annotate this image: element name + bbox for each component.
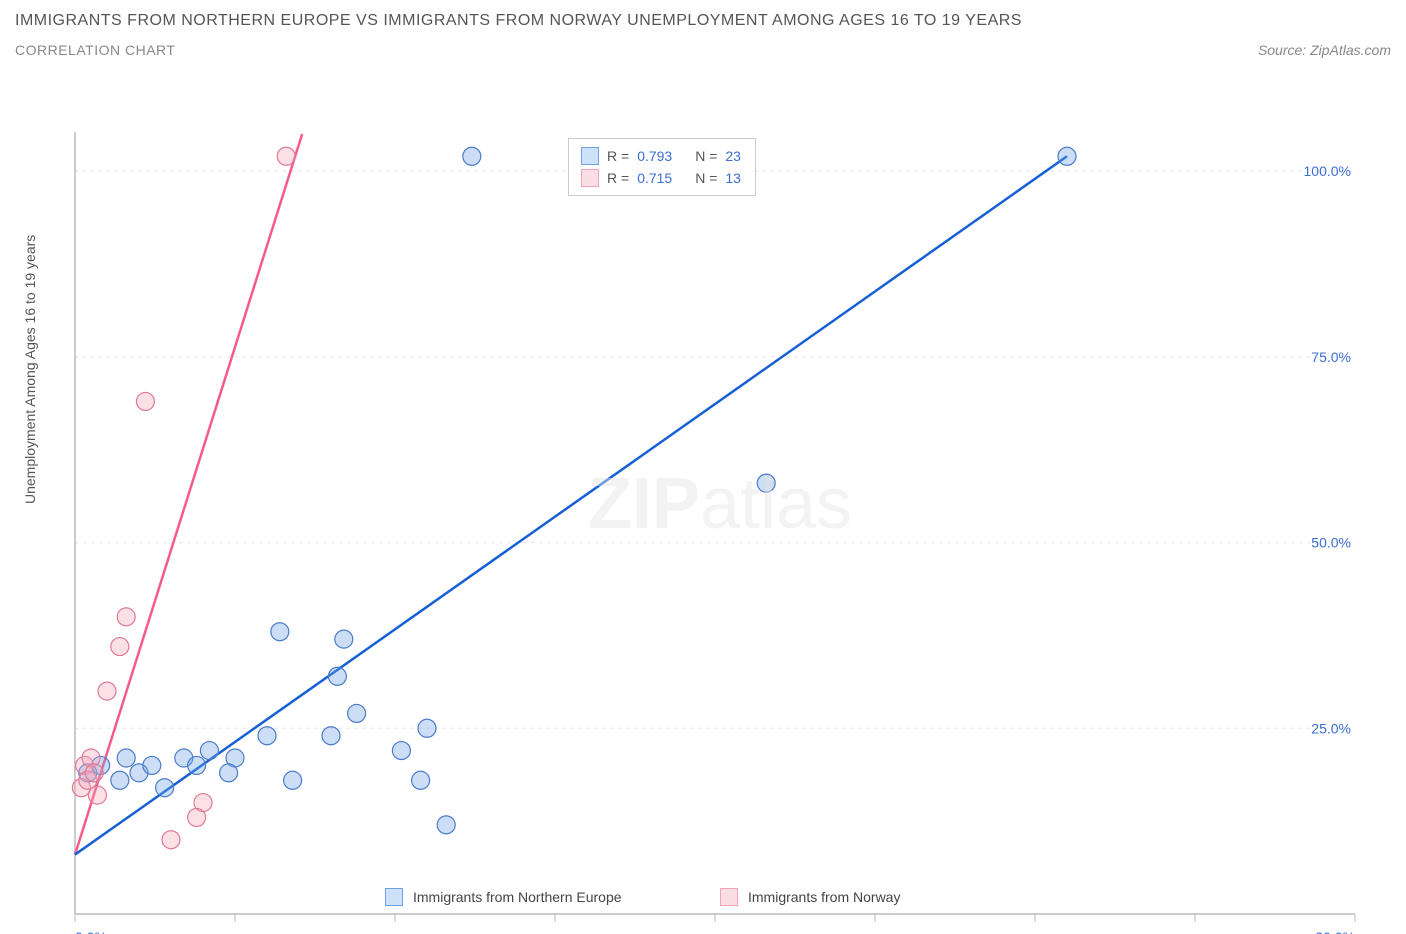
x-legend-label: Immigrants from Northern Europe (413, 889, 622, 905)
y-tick-label: 75.0% (1311, 349, 1351, 365)
data-point (88, 786, 106, 804)
data-point (188, 756, 206, 774)
data-point (143, 756, 161, 774)
legend-row: R =0.715N =13 (581, 167, 741, 189)
data-point (757, 474, 775, 492)
x-legend-item: Immigrants from Northern Europe (385, 888, 622, 906)
data-point (322, 727, 340, 745)
data-point (136, 392, 154, 410)
legend-swatch (385, 888, 403, 906)
legend-swatch (720, 888, 738, 906)
data-point (98, 682, 116, 700)
x-legend-item: Immigrants from Norway (720, 888, 900, 906)
data-point (117, 608, 135, 626)
y-tick-label: 25.0% (1311, 720, 1351, 736)
chart-title: IMMIGRANTS FROM NORTHERN EUROPE VS IMMIG… (15, 12, 1391, 42)
data-point (200, 742, 218, 760)
legend-swatch (581, 169, 599, 187)
trend-line (75, 156, 1067, 854)
legend-row: R =0.793N =23 (581, 145, 741, 167)
data-point (392, 742, 410, 760)
chart-subtitle: CORRELATION CHART (15, 42, 175, 58)
data-point (418, 719, 436, 737)
data-point (328, 667, 346, 685)
stats-legend: R =0.793N =23R =0.715N =13 (568, 138, 756, 196)
data-point (463, 147, 481, 165)
data-point (437, 816, 455, 834)
data-point (111, 771, 129, 789)
data-point (284, 771, 302, 789)
data-point (1058, 147, 1076, 165)
y-tick-label: 100.0% (1304, 163, 1351, 179)
data-point (335, 630, 353, 648)
data-point (271, 623, 289, 641)
data-point (162, 831, 180, 849)
legend-swatch (581, 147, 599, 165)
data-point (258, 727, 276, 745)
data-point (111, 638, 129, 656)
trend-line (75, 134, 302, 855)
data-point (412, 771, 430, 789)
data-point (117, 749, 135, 767)
source-label: Source: ZipAtlas.com (1258, 42, 1391, 58)
data-point (277, 147, 295, 165)
y-axis-label: Unemployment Among Ages 16 to 19 years (22, 235, 38, 504)
data-point (188, 808, 206, 826)
data-point (348, 704, 366, 722)
y-tick-label: 50.0% (1311, 535, 1351, 551)
data-point (156, 779, 174, 797)
x-legend-label: Immigrants from Norway (748, 889, 900, 905)
data-point (220, 764, 238, 782)
data-point (85, 764, 103, 782)
